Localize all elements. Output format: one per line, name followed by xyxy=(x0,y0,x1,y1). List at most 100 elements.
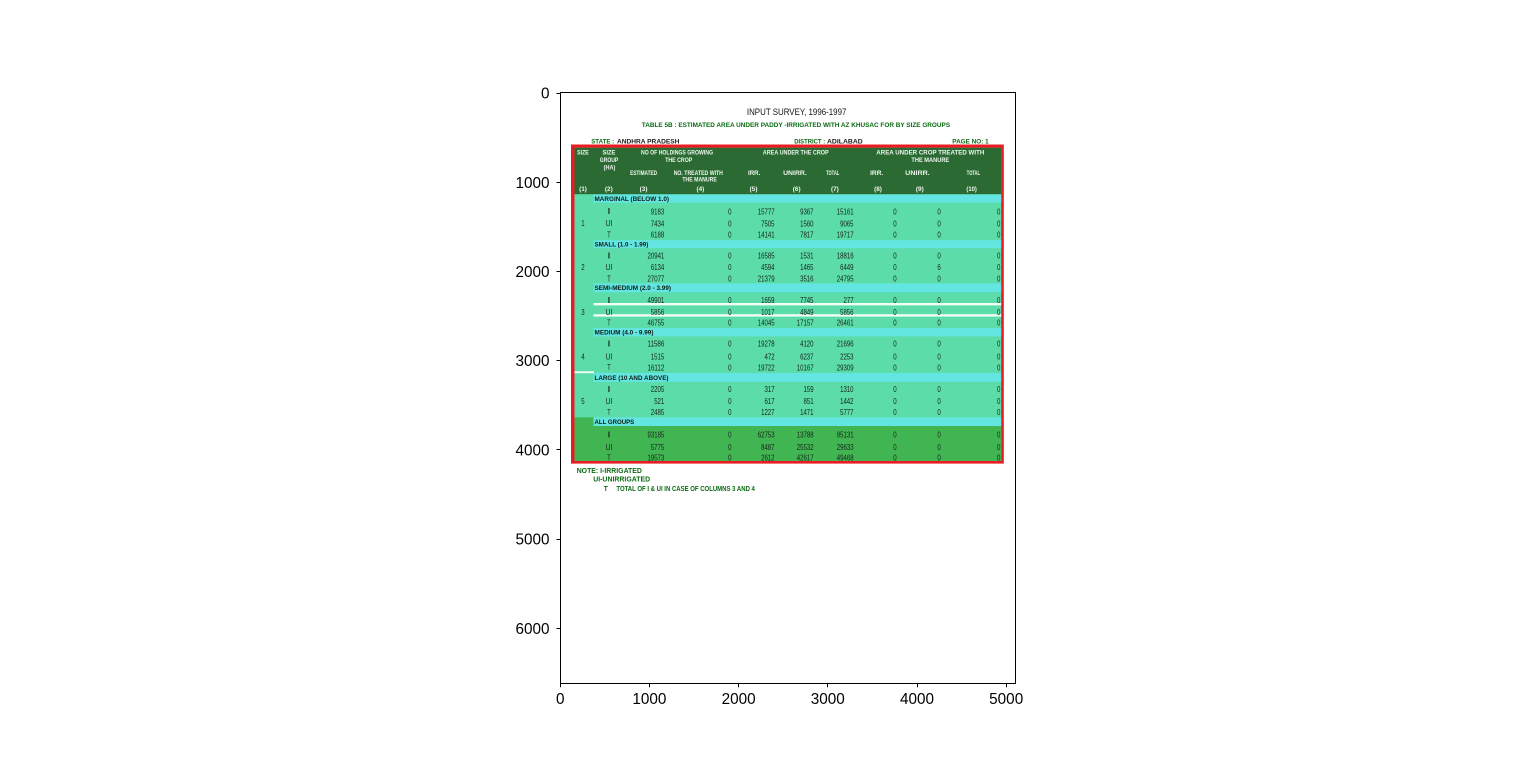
svg-text:0: 0 xyxy=(893,453,897,462)
svg-text:8487: 8487 xyxy=(761,443,775,452)
svg-text:7434: 7434 xyxy=(651,219,665,228)
svg-text:19573: 19573 xyxy=(648,453,665,462)
svg-text:0: 0 xyxy=(728,207,732,216)
svg-text:5775: 5775 xyxy=(651,443,665,452)
svg-text:0: 0 xyxy=(997,296,1001,305)
svg-text:NO. TREATED WITH: NO. TREATED WITH xyxy=(674,170,724,177)
svg-text:21379: 21379 xyxy=(758,275,775,284)
svg-text:3000: 3000 xyxy=(515,353,549,370)
svg-text:6188: 6188 xyxy=(651,231,665,240)
svg-text:2205: 2205 xyxy=(651,385,665,394)
svg-text:0: 0 xyxy=(728,443,732,452)
svg-text:(5): (5) xyxy=(750,186,758,193)
svg-text:6: 6 xyxy=(937,263,941,272)
svg-text:2612: 2612 xyxy=(761,453,775,462)
svg-text:T: T xyxy=(607,319,610,328)
svg-text:T: T xyxy=(607,408,610,417)
svg-text:0: 0 xyxy=(893,219,897,228)
svg-text:ANDHRA PRADESH: ANDHRA PRADESH xyxy=(617,139,680,146)
svg-text:NO OF HOLDINGS GROWING: NO OF HOLDINGS GROWING xyxy=(641,150,713,157)
svg-text:0: 0 xyxy=(893,397,897,406)
svg-text:T: T xyxy=(607,453,610,462)
svg-text:5000: 5000 xyxy=(515,532,549,549)
svg-text:93185: 93185 xyxy=(648,431,665,440)
svg-text:1227: 1227 xyxy=(761,408,775,417)
svg-text:0: 0 xyxy=(937,319,941,328)
svg-text:ALL GROUPS: ALL GROUPS xyxy=(595,419,635,426)
svg-text:159: 159 xyxy=(804,385,814,394)
svg-text:1465: 1465 xyxy=(800,263,814,272)
svg-text:0: 0 xyxy=(728,453,732,462)
svg-text:14045: 14045 xyxy=(758,319,775,328)
svg-text:(10): (10) xyxy=(966,186,976,193)
svg-text:TOTAL: TOTAL xyxy=(826,170,839,177)
svg-text:TABLE 5B : ESTIMATED AREA UNDE: TABLE 5B : ESTIMATED AREA UNDER PADDY -I… xyxy=(642,122,951,129)
svg-text:24795: 24795 xyxy=(837,275,854,284)
svg-text:0: 0 xyxy=(893,308,897,317)
svg-text:0: 0 xyxy=(997,207,1001,216)
svg-text:0: 0 xyxy=(937,275,941,284)
svg-text:I: I xyxy=(607,207,610,216)
svg-text:T: T xyxy=(607,363,610,372)
svg-text:0: 0 xyxy=(937,296,941,305)
svg-text:1471: 1471 xyxy=(800,408,814,417)
svg-text:15161: 15161 xyxy=(837,207,854,216)
svg-text:18816: 18816 xyxy=(837,251,854,260)
svg-text:3000: 3000 xyxy=(811,691,845,708)
svg-text:0: 0 xyxy=(997,340,1001,349)
svg-text:0: 0 xyxy=(937,231,941,240)
svg-text:10167: 10167 xyxy=(797,363,814,372)
svg-text:277: 277 xyxy=(844,296,854,305)
svg-text:0: 0 xyxy=(728,397,732,406)
svg-text:0: 0 xyxy=(893,251,897,260)
svg-text:7817: 7817 xyxy=(800,231,814,240)
svg-text:16585: 16585 xyxy=(758,251,775,260)
svg-text:GROUP: GROUP xyxy=(600,157,619,164)
svg-text:(6): (6) xyxy=(793,186,801,193)
svg-text:0: 0 xyxy=(937,397,941,406)
svg-text:29309: 29309 xyxy=(837,363,854,372)
svg-text:SMALL (1.0 - 1.99): SMALL (1.0 - 1.99) xyxy=(595,242,649,249)
svg-text:0: 0 xyxy=(728,296,732,305)
svg-text:14141: 14141 xyxy=(758,231,775,240)
svg-text:21696: 21696 xyxy=(837,340,854,349)
svg-text:ESTIMATED: ESTIMATED xyxy=(630,170,657,177)
svg-text:UI: UI xyxy=(606,397,613,406)
svg-text:25532: 25532 xyxy=(797,443,814,452)
svg-text:85131: 85131 xyxy=(837,431,854,440)
svg-text:MARGINAL (BELOW 1.0): MARGINAL (BELOW 1.0) xyxy=(595,196,670,203)
svg-text:1442: 1442 xyxy=(840,397,854,406)
svg-text:1: 1 xyxy=(581,219,585,228)
svg-text:0: 0 xyxy=(728,263,732,272)
svg-text:I: I xyxy=(607,385,610,394)
svg-text:(8): (8) xyxy=(874,186,882,193)
svg-text:0: 0 xyxy=(997,352,1001,361)
svg-text:0: 0 xyxy=(893,231,897,240)
svg-text:IRR.: IRR. xyxy=(870,170,883,177)
svg-text:THE CROP: THE CROP xyxy=(665,157,692,164)
svg-text:TOTAL OF I & UI IN CASE OF COL: TOTAL OF I & UI IN CASE OF COLUMNS 3 AND… xyxy=(616,486,755,493)
svg-text:5856: 5856 xyxy=(651,308,665,317)
svg-text:(4): (4) xyxy=(697,186,705,193)
svg-text:0: 0 xyxy=(728,385,732,394)
svg-text:UI: UI xyxy=(606,352,613,361)
svg-text:IRR.: IRR. xyxy=(748,170,761,177)
svg-text:UI-UNIRRIGATED: UI-UNIRRIGATED xyxy=(593,477,650,484)
svg-text:0: 0 xyxy=(997,319,1001,328)
svg-text:0: 0 xyxy=(556,691,565,708)
svg-text:0: 0 xyxy=(893,340,897,349)
svg-text:1000: 1000 xyxy=(632,691,666,708)
svg-text:1000: 1000 xyxy=(515,175,549,192)
svg-text:0: 0 xyxy=(937,352,941,361)
svg-text:27077: 27077 xyxy=(648,275,665,284)
svg-text:(1): (1) xyxy=(579,186,587,193)
svg-text:0: 0 xyxy=(997,263,1001,272)
svg-text:19722: 19722 xyxy=(758,363,775,372)
svg-text:19717: 19717 xyxy=(837,231,854,240)
svg-text:MEDIUM (4.0 - 9.99): MEDIUM (4.0 - 9.99) xyxy=(595,330,654,337)
svg-text:17157: 17157 xyxy=(797,319,814,328)
svg-text:3516: 3516 xyxy=(800,275,814,284)
svg-text:0: 0 xyxy=(893,431,897,440)
svg-text:2: 2 xyxy=(581,263,585,272)
svg-text:0: 0 xyxy=(893,363,897,372)
